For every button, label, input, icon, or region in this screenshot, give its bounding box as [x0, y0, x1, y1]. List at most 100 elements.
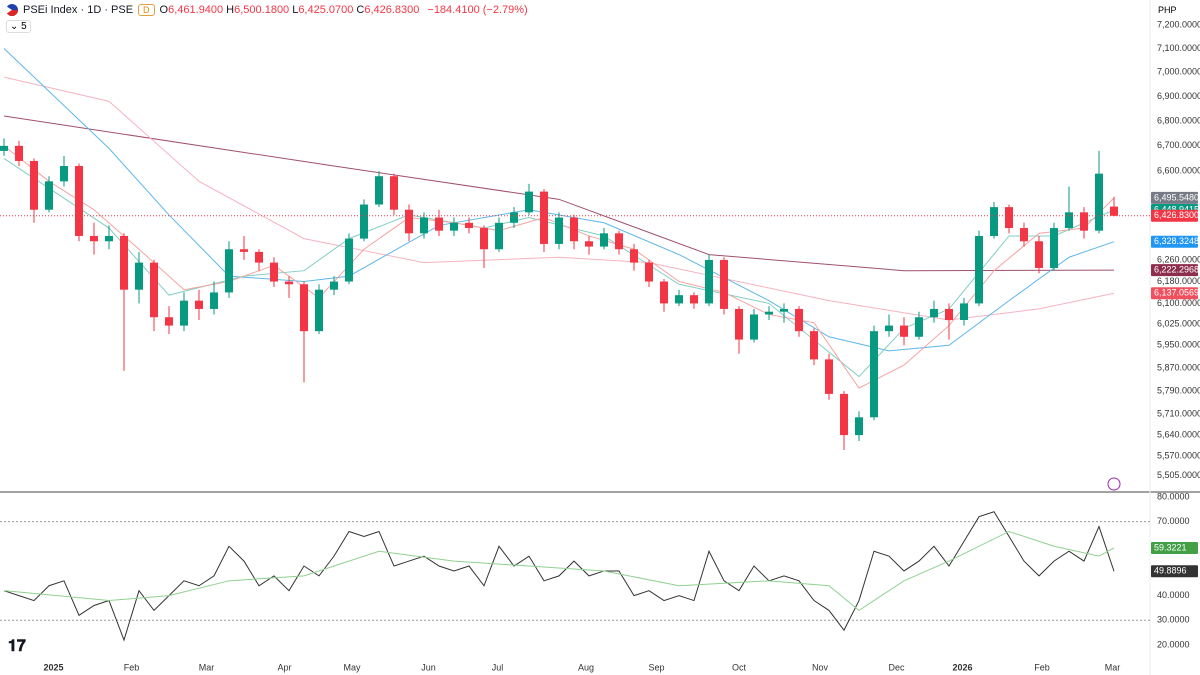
candle-body — [525, 191, 533, 213]
x-tick-label: May — [343, 662, 361, 672]
candle-body — [900, 325, 908, 337]
ohlc-value: 6,500.1800 — [234, 4, 290, 16]
y-tick-label: 5,870.0000 — [1157, 362, 1200, 372]
candle-body — [810, 331, 818, 360]
indicators-toggle[interactable]: ⌄ 5 — [6, 20, 31, 33]
header: PSEi Index · 1D · PSE D O6,461.9400 H6,50… — [6, 4, 528, 16]
price-label-bg — [1151, 209, 1198, 222]
candle-body — [495, 222, 503, 250]
y-tick-label: 7,000.0000 — [1157, 67, 1200, 77]
candle-body — [0, 145, 8, 151]
candle-body — [915, 317, 923, 337]
candle-body — [795, 308, 803, 332]
series-line — [3, 76, 1115, 321]
candle-body — [615, 233, 623, 250]
ohlc-key: O — [159, 4, 169, 16]
x-tick-label: Aug — [578, 662, 594, 672]
currency: PHP — [1158, 5, 1177, 15]
price-label-bg — [1151, 287, 1198, 300]
candle-body — [765, 311, 773, 315]
y-tick-label: 6,260.0000 — [1157, 254, 1200, 264]
candle-body — [1020, 228, 1028, 242]
y-tick-label: 5,505.0000 — [1157, 470, 1200, 480]
event-icon[interactable] — [1107, 477, 1121, 491]
x-tick-label: 2025 — [43, 662, 63, 672]
candle-body — [210, 292, 218, 309]
candle-body — [945, 308, 953, 321]
candle-body — [285, 281, 293, 285]
y-tick-label: 7,200.0000 — [1157, 19, 1200, 29]
candle-body — [675, 295, 683, 304]
candle-body — [465, 222, 473, 229]
candle-body — [705, 259, 713, 304]
candle-body — [570, 217, 578, 242]
price-label: 6,328.3248 — [1154, 236, 1199, 246]
candle-body — [780, 308, 788, 312]
candle-body — [30, 160, 38, 210]
indicator-count: 5 — [21, 21, 27, 32]
y-tick-label: 7,100.0000 — [1157, 43, 1200, 53]
candle-body — [180, 300, 188, 326]
series-line — [3, 158, 1115, 378]
candle-body — [1035, 241, 1043, 268]
flag-icon — [6, 4, 18, 16]
candle-body — [840, 393, 848, 436]
tv-logo: 𝟏𝟕 — [8, 638, 26, 655]
candle-body — [1065, 212, 1073, 229]
candle-body — [1005, 207, 1013, 229]
candle-body — [75, 166, 83, 236]
candle-body — [165, 317, 173, 326]
candle-body — [885, 325, 893, 332]
candle-body — [870, 331, 878, 418]
ohlc-key: L — [292, 4, 299, 16]
candle-body — [105, 235, 113, 242]
x-tick-label: Jun — [421, 662, 436, 672]
candle-body — [405, 209, 413, 234]
y-tick-label: 6,900.0000 — [1157, 91, 1200, 101]
candle-body — [270, 262, 278, 282]
candle-body — [255, 251, 263, 263]
x-tick-label: Feb — [1034, 662, 1050, 672]
candle-body — [855, 417, 863, 436]
candle-body — [690, 295, 698, 304]
price-label-bg — [1151, 264, 1198, 277]
candle-body — [360, 204, 368, 239]
y-tick-label: 6,600.0000 — [1157, 165, 1200, 175]
price-label-bg — [1151, 541, 1198, 554]
candle-body — [15, 145, 23, 161]
candle-body — [450, 222, 458, 231]
candle-body — [975, 235, 983, 304]
candle-body — [1095, 173, 1103, 231]
price-label: 6,448.9415 — [1154, 204, 1199, 214]
candle-body — [510, 212, 518, 223]
badge: D — [138, 4, 155, 16]
candle-body — [330, 281, 338, 290]
candle-body — [645, 262, 653, 282]
ohlc-key: H — [226, 4, 235, 16]
series-line — [3, 530, 1115, 612]
candle-body — [480, 228, 488, 250]
symbol[interactable]: PSEi Index · 1D · PSE — [23, 4, 134, 16]
candle-body — [1110, 206, 1118, 216]
y-tick-label: 30.0000 — [1157, 615, 1190, 625]
y-tick-label: 80.0000 — [1157, 491, 1190, 501]
ohlc: O6,461.9400 H6,500.1800 L6,425.0700 C6,426.… — [160, 4, 423, 16]
candle-body — [960, 303, 968, 321]
x-tick-label: Mar — [199, 662, 215, 672]
candle-body — [735, 308, 743, 340]
candle-body — [435, 217, 443, 231]
series-line — [3, 145, 1115, 389]
candle-body — [825, 359, 833, 394]
candle-body — [585, 241, 593, 247]
ohlc-key: C — [356, 4, 365, 16]
candle-body — [60, 166, 68, 182]
candle-body — [930, 308, 938, 318]
price-label: 6,222.2968 — [1154, 264, 1199, 274]
y-tick-label: 70.0000 — [1157, 516, 1190, 526]
y-tick-label: 6,100.0000 — [1157, 298, 1200, 308]
y-tick-label: 20.0000 — [1157, 639, 1190, 649]
y-tick-label: 5,570.0000 — [1157, 450, 1200, 460]
candle-body — [390, 176, 398, 210]
candle-body — [555, 217, 563, 244]
